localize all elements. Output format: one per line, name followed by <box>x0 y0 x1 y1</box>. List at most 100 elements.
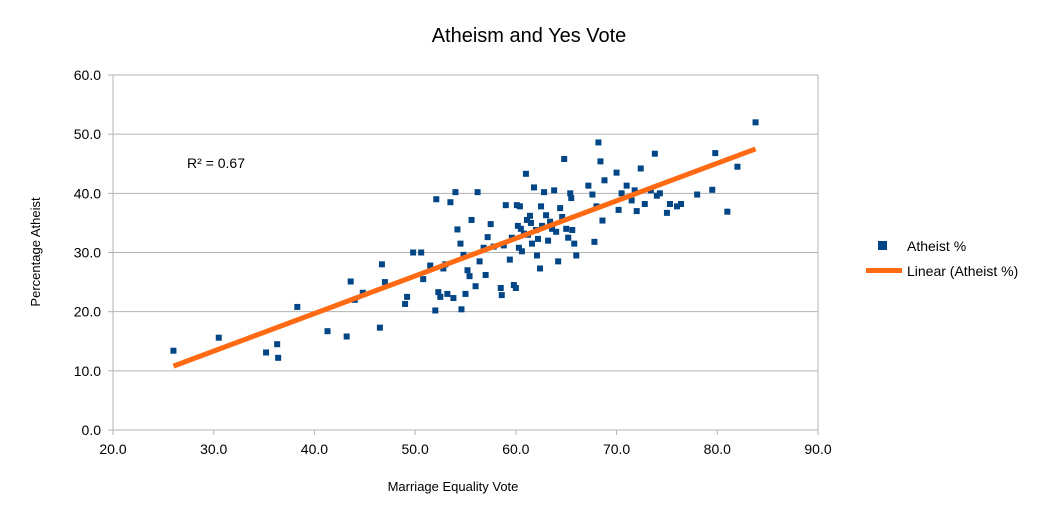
data-point <box>381 279 388 286</box>
data-point <box>517 225 524 232</box>
data-point <box>595 139 602 146</box>
data-point <box>563 225 570 232</box>
data-point <box>547 218 554 225</box>
data-point <box>516 203 523 210</box>
data-point <box>569 227 576 234</box>
data-point <box>410 249 417 256</box>
data-points <box>170 119 759 361</box>
data-point <box>537 265 544 272</box>
y-tick-label: 20.0 <box>74 304 101 320</box>
data-point <box>752 119 759 126</box>
data-point <box>712 150 719 157</box>
data-point <box>497 285 504 291</box>
data-point <box>404 293 411 300</box>
data-point <box>549 225 556 232</box>
y-tick-label: 40.0 <box>74 185 101 201</box>
data-point <box>170 347 177 354</box>
data-point <box>275 354 282 361</box>
data-point <box>427 262 434 269</box>
data-point <box>559 214 566 220</box>
data-point <box>530 184 537 191</box>
data-point <box>538 203 545 210</box>
data-point <box>631 187 638 194</box>
data-point <box>557 205 564 212</box>
x-tick-label: 90.0 <box>804 441 831 457</box>
data-point <box>539 222 546 229</box>
data-point <box>444 290 451 297</box>
x-tick-label: 70.0 <box>603 441 630 457</box>
data-point <box>447 199 454 206</box>
data-point <box>376 324 383 331</box>
data-point <box>433 196 440 203</box>
data-point <box>440 265 447 272</box>
data-point <box>567 190 574 197</box>
chart-title: Atheism and Yes Vote <box>432 25 627 47</box>
trendline-layer <box>172 146 757 369</box>
data-point <box>674 203 680 210</box>
data-point <box>613 169 620 176</box>
legend-label-linear: Linear (Atheist %) <box>907 263 1018 279</box>
data-point <box>663 209 670 216</box>
x-tick-label: 80.0 <box>704 441 731 457</box>
data-point <box>573 252 580 259</box>
data-point <box>464 267 471 274</box>
data-point <box>553 228 560 235</box>
data-point <box>545 237 552 244</box>
data-point <box>528 240 535 247</box>
data-point <box>541 189 548 196</box>
data-point <box>527 219 534 226</box>
data-point <box>472 283 479 290</box>
legend-label-atheist: Atheist % <box>907 238 966 254</box>
data-point <box>263 349 270 356</box>
data-point <box>555 258 562 265</box>
data-point <box>487 221 494 228</box>
data-point <box>601 177 608 184</box>
data-point <box>568 195 575 202</box>
data-point <box>561 156 568 163</box>
data-point <box>432 307 439 314</box>
data-point <box>347 278 354 285</box>
data-point <box>534 252 541 259</box>
data-point <box>514 222 521 229</box>
data-point <box>343 333 350 340</box>
data-point <box>709 186 716 193</box>
x-tick-label: 60.0 <box>502 441 529 457</box>
data-point <box>454 226 461 233</box>
data-point <box>551 187 558 194</box>
data-point <box>482 271 489 278</box>
data-point <box>474 189 481 196</box>
data-point <box>466 273 473 280</box>
data-point <box>460 251 467 258</box>
legend-marker-atheist <box>878 241 887 250</box>
data-point <box>378 261 385 268</box>
data-point <box>512 285 519 291</box>
data-point <box>615 206 622 213</box>
data-point <box>324 328 331 335</box>
data-point <box>585 182 592 189</box>
trendline <box>172 146 757 369</box>
x-tick-label: 50.0 <box>402 441 429 457</box>
data-point <box>437 293 444 300</box>
x-axis-title: Marriage Equality Vote <box>388 479 519 494</box>
data-point <box>435 289 442 296</box>
data-point <box>656 190 663 197</box>
data-point <box>633 208 640 215</box>
data-point <box>468 216 475 223</box>
data-point <box>484 234 491 241</box>
data-point <box>294 303 301 310</box>
gridlines <box>108 74 818 431</box>
data-point <box>651 150 658 157</box>
data-point <box>418 249 425 256</box>
data-point <box>498 292 505 299</box>
data-point <box>452 189 459 196</box>
x-tick-label: 30.0 <box>200 441 227 457</box>
data-point <box>518 248 525 255</box>
data-point <box>462 290 469 297</box>
legend-marker-linear <box>866 268 902 273</box>
data-point <box>215 334 222 341</box>
plot-frame <box>112 75 819 430</box>
data-point <box>666 200 673 207</box>
data-point <box>597 158 604 165</box>
